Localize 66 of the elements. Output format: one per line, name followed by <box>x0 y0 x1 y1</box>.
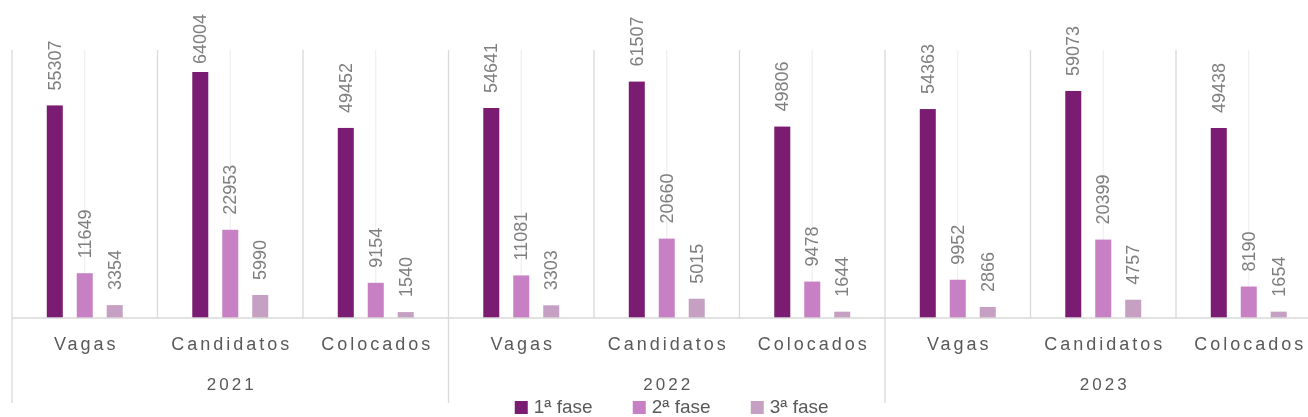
text: 2021 <box>206 375 257 394</box>
data-label: 54363 <box>917 43 938 95</box>
bar <box>1240 286 1257 318</box>
x-tick-label: Vagas <box>53 334 119 354</box>
x-tick-label: Colocados <box>757 334 870 354</box>
text: 2022 <box>643 375 694 394</box>
data-label: 9154 <box>365 227 386 268</box>
data-label: 9478 <box>802 226 823 267</box>
bar <box>804 281 821 318</box>
x-tick-label: Colocados <box>321 334 434 354</box>
data-label: 49452 <box>335 62 356 113</box>
data-label: 54641 <box>481 42 502 93</box>
bar <box>252 294 269 318</box>
data-label: 11649 <box>74 209 95 259</box>
bar <box>337 127 354 318</box>
bar <box>1065 90 1082 318</box>
legend-label: 1ª fase <box>533 396 593 417</box>
bar <box>46 105 63 318</box>
bar <box>919 109 936 318</box>
bar <box>543 305 560 318</box>
bar <box>483 107 500 318</box>
x-tick-label: Colocados <box>1194 334 1307 354</box>
legend-label: 3ª fase <box>769 396 829 417</box>
bar <box>222 229 239 318</box>
bar <box>1095 239 1112 318</box>
data-label: 55307 <box>44 40 65 91</box>
data-label: 61507 <box>626 16 647 67</box>
bar <box>106 305 123 318</box>
bar <box>949 279 966 318</box>
data-label: 49806 <box>772 61 793 112</box>
data-label: 59073 <box>1063 25 1084 76</box>
data-label: 2866 <box>977 251 998 292</box>
text: 2023 <box>1079 375 1130 394</box>
data-label: 22953 <box>220 164 241 215</box>
bar <box>1210 127 1227 318</box>
bar <box>979 306 996 318</box>
bar <box>658 238 675 318</box>
data-label: 8190 <box>1238 231 1259 272</box>
x-tick-label: Vagas <box>490 334 556 354</box>
data-label: 20660 <box>656 173 677 224</box>
data-label: 1644 <box>832 256 853 297</box>
data-label: 5990 <box>250 239 271 280</box>
data-label: 3354 <box>104 250 125 291</box>
x-tick-label: Candidatos <box>607 334 729 354</box>
bar <box>192 72 209 318</box>
bar <box>1125 299 1142 318</box>
bar <box>774 126 791 318</box>
x-tick-label: Candidatos <box>171 334 293 354</box>
data-label: 11081 <box>511 211 532 261</box>
bar <box>628 81 645 318</box>
data-label: 5015 <box>686 243 707 284</box>
bar <box>688 298 705 318</box>
legend-label: 2ª fase <box>651 396 711 417</box>
data-label: 49438 <box>1208 62 1229 113</box>
data-label: 20399 <box>1093 174 1114 225</box>
x-tick-label: Candidatos <box>1044 334 1166 354</box>
bar <box>76 273 93 318</box>
bar <box>367 282 384 318</box>
data-label: 9952 <box>947 224 968 265</box>
bar <box>513 275 530 318</box>
data-label: 3303 <box>541 250 562 291</box>
data-label: 64004 <box>190 13 211 65</box>
data-label: 1540 <box>395 257 416 298</box>
data-label: 4757 <box>1123 244 1144 285</box>
data-label: 1654 <box>1268 256 1289 297</box>
x-tick-label: Vagas <box>926 334 992 354</box>
